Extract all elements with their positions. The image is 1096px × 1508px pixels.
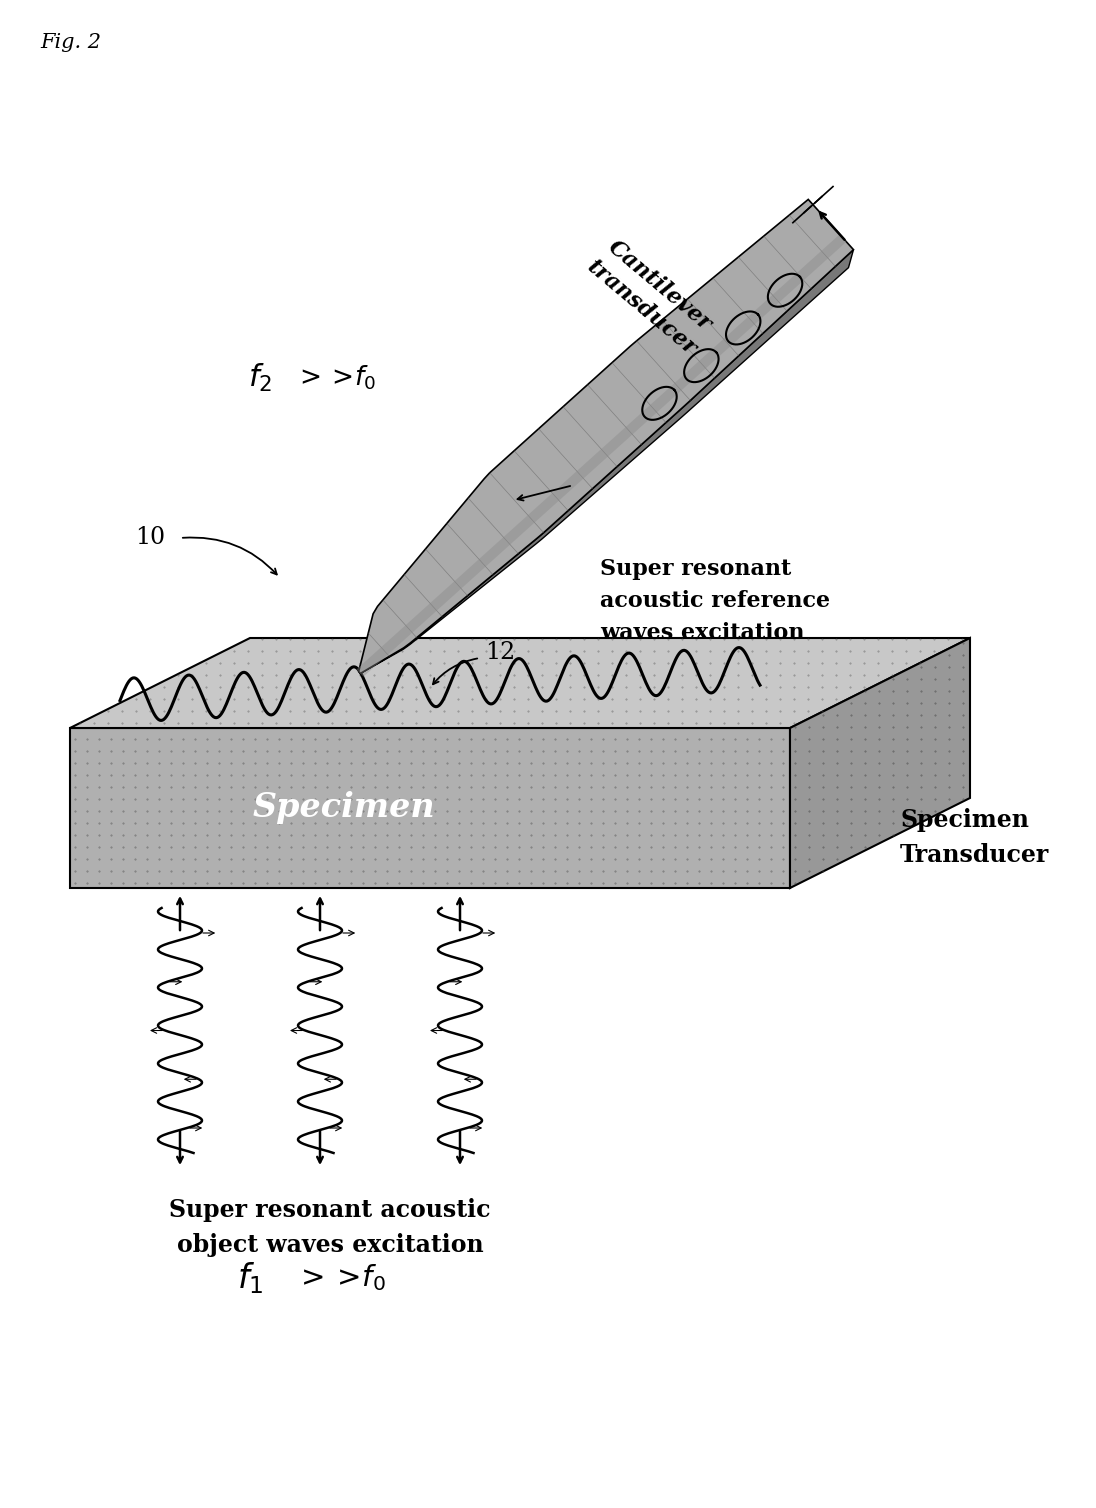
Text: $f_1$: $f_1$ xyxy=(237,1261,263,1295)
Text: Super resonant acoustic
object waves excitation: Super resonant acoustic object waves exc… xyxy=(169,1197,491,1258)
Polygon shape xyxy=(358,199,854,674)
Text: Cantilever
transducer: Cantilever transducer xyxy=(582,234,719,360)
Polygon shape xyxy=(361,250,854,674)
Text: 10: 10 xyxy=(135,526,165,549)
Text: $f_2$: $f_2$ xyxy=(248,362,272,394)
Text: Super resonant
acoustic reference
waves excitation: Super resonant acoustic reference waves … xyxy=(600,558,830,644)
Polygon shape xyxy=(356,234,846,677)
Text: Fig. 2: Fig. 2 xyxy=(39,33,101,51)
Text: 12: 12 xyxy=(484,641,515,665)
Polygon shape xyxy=(790,638,970,888)
Text: $>>\!f_0$: $>>\!f_0$ xyxy=(295,1262,386,1294)
Text: $>>\!f_0$: $>>\!f_0$ xyxy=(294,363,376,392)
Polygon shape xyxy=(70,638,970,728)
Polygon shape xyxy=(70,728,790,888)
Text: Specimen: Specimen xyxy=(252,792,435,825)
Text: Specimen
Transducer: Specimen Transducer xyxy=(900,808,1049,867)
